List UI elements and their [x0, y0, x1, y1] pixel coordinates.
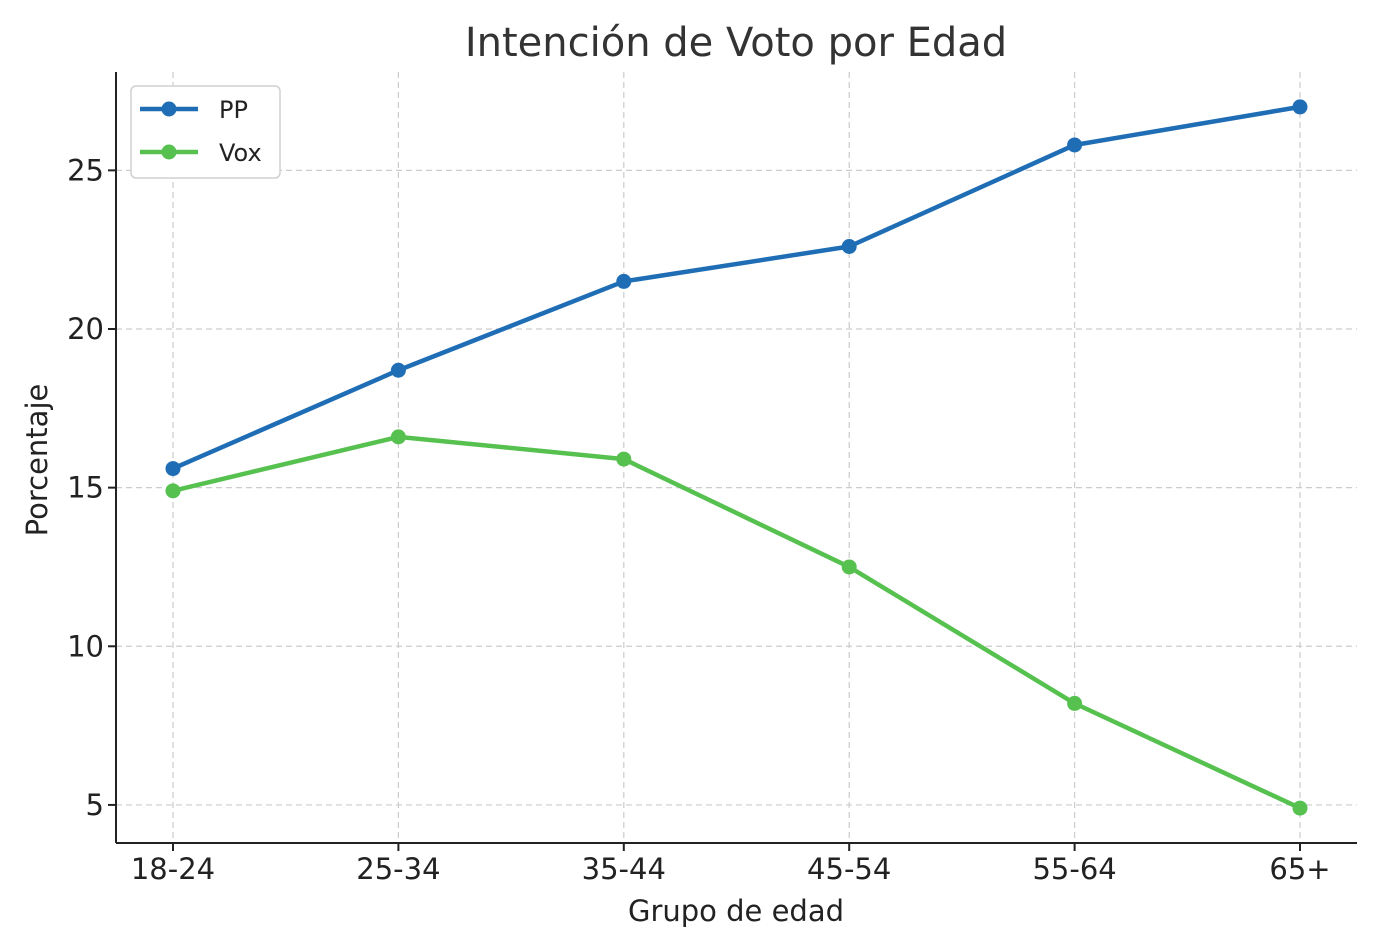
series-layer	[165, 99, 1308, 816]
y-tick-label: 5	[86, 788, 104, 822]
data-point-vox	[616, 451, 632, 467]
legend-label-vox: Vox	[219, 139, 262, 167]
x-tick-label: 65+	[1269, 852, 1330, 886]
legend: PP Vox	[130, 85, 281, 179]
data-point-pp	[165, 461, 181, 477]
ticks: 18-24 25-34 35-44 45-54 55-64 65+ 5 10 15 20 25	[67, 153, 1331, 886]
data-point-vox	[841, 559, 857, 575]
y-axis-label: Porcentaje	[20, 384, 54, 537]
data-point-pp	[1292, 99, 1308, 115]
x-tick-label: 55-64	[1032, 852, 1116, 886]
data-point-vox	[1067, 695, 1083, 711]
data-point-vox	[1292, 800, 1308, 816]
series-line-pp	[170, 104, 1303, 471]
data-point-pp	[390, 362, 406, 378]
x-tick-label: 45-54	[807, 852, 891, 886]
legend-marker-vox	[161, 144, 177, 160]
data-point-pp	[616, 273, 632, 289]
chart-title: Intención de Voto por Edad	[465, 20, 1007, 66]
x-tick-label: 18-24	[131, 852, 215, 886]
y-tick-label: 15	[67, 471, 104, 505]
legend-label-pp: PP	[219, 96, 248, 124]
legend-marker-pp	[161, 101, 177, 117]
x-axis-label: Grupo de edad	[628, 894, 844, 928]
data-point-vox	[390, 429, 406, 445]
x-tick-label: 25-34	[356, 852, 440, 886]
series-line-vox	[170, 434, 1303, 811]
y-tick-label: 20	[67, 312, 104, 346]
y-tick-label: 25	[67, 153, 104, 187]
x-tick-label: 35-44	[582, 852, 666, 886]
data-point-vox	[165, 483, 181, 499]
y-tick-label: 10	[67, 629, 104, 663]
grid	[116, 72, 1357, 843]
data-point-pp	[1067, 137, 1083, 153]
data-point-pp	[841, 239, 857, 255]
